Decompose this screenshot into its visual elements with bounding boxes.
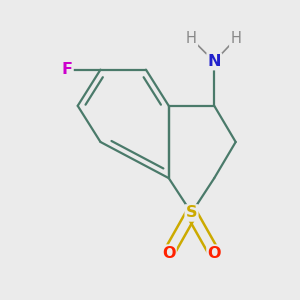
Text: S: S xyxy=(186,206,197,220)
Text: O: O xyxy=(162,246,175,261)
Text: H: H xyxy=(230,32,241,46)
Text: F: F xyxy=(61,62,73,77)
Text: O: O xyxy=(208,246,221,261)
Text: N: N xyxy=(208,54,221,69)
Text: H: H xyxy=(186,32,197,46)
